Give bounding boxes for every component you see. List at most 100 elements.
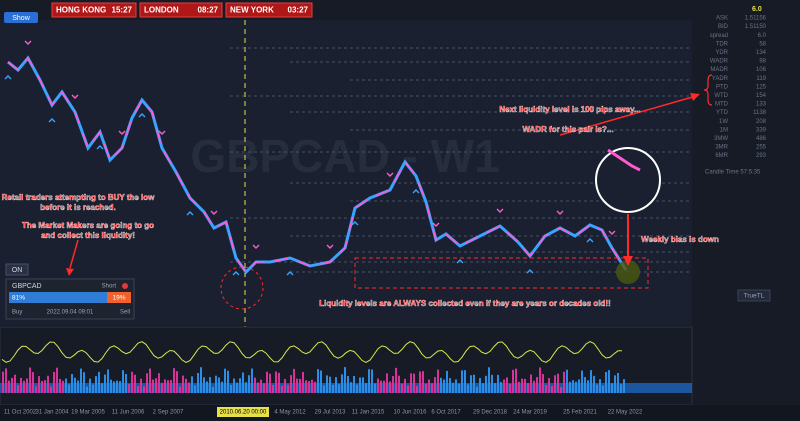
indicator-bar (68, 384, 70, 393)
indicator-bar (161, 382, 163, 393)
indicator-bar (431, 383, 433, 393)
indicator-bar (566, 369, 568, 393)
date-label: 6 Oct 2017 (431, 410, 461, 416)
show-button-label[interactable]: Show (12, 15, 30, 22)
on-label[interactable]: ON (12, 267, 23, 274)
indicator-bar (302, 371, 304, 393)
side-label: YDR (715, 50, 728, 56)
indicator-bar (425, 383, 427, 393)
indicator-bar (44, 380, 46, 393)
indicator-bar (533, 380, 535, 393)
on-button[interactable] (5, 263, 29, 276)
indicator-bar (329, 376, 331, 393)
signal-arrow (232, 271, 240, 276)
indicator-bar (116, 380, 118, 393)
side-label: YTD (716, 110, 729, 116)
indicator-bar (344, 367, 346, 393)
indicator-bar (287, 384, 289, 393)
indicator-bar (245, 382, 247, 393)
indicator-bar (227, 370, 229, 393)
annotation: WADR for this pair is?... (522, 125, 613, 134)
indicator-bar (410, 373, 412, 393)
liquidity-box (354, 257, 649, 289)
indicator-bar (590, 370, 592, 393)
indicator-bar (167, 380, 169, 393)
truetl-button[interactable] (737, 289, 771, 302)
signal-arrow (158, 130, 166, 135)
side-value: 255 (756, 145, 767, 151)
indicator-bar (32, 372, 34, 393)
indicator-bar (233, 378, 235, 393)
indicator-bar (575, 381, 577, 393)
signal-arrow (496, 208, 504, 213)
indicator-bar (59, 378, 61, 393)
indicator-bar (257, 382, 259, 393)
date-label: 2 Sep 2007 (153, 410, 184, 416)
indicator-bar (74, 377, 76, 393)
indicator-bar (143, 386, 145, 393)
indicator-bar (140, 378, 142, 393)
indicator-bar (392, 376, 394, 393)
signal-arrow (412, 189, 420, 194)
indicator-bar (77, 380, 79, 393)
indicator-bar (200, 367, 202, 393)
signal-arrow (138, 113, 146, 118)
indicator-bar (272, 385, 274, 393)
indicator-bar (362, 377, 364, 393)
indicator-bar (293, 368, 295, 393)
indicator-bar (209, 377, 211, 393)
indicator-bar (404, 378, 406, 393)
date-label: 11 Jan 2015 (352, 410, 385, 416)
indicator-bar (560, 386, 562, 393)
indicator-bar (389, 381, 391, 393)
indicator-bar (521, 378, 523, 393)
date-label: 29 Dec 2018 (473, 410, 508, 416)
indicator-bar (311, 379, 313, 393)
signal-arrow (286, 271, 294, 276)
indicator-bar (197, 373, 199, 393)
zoom-circle (595, 147, 661, 213)
indicator-bar (578, 379, 580, 393)
indicator-bar (260, 379, 262, 393)
indicator-bar (332, 384, 334, 393)
indicator-bar (554, 375, 556, 393)
indicator-bar (617, 372, 619, 393)
indicator-bar (515, 368, 517, 393)
indicator-bar (98, 371, 100, 393)
indicator-bar (623, 379, 625, 393)
indicator-bar (269, 373, 271, 393)
indicator-bar (47, 375, 49, 393)
signal-arrow (586, 238, 594, 243)
indicator-bar (155, 378, 157, 393)
indicator-bar (599, 379, 601, 393)
truetl-label[interactable]: TrueTL (744, 293, 765, 300)
indicator-bar (461, 370, 463, 393)
indicator-bar (341, 374, 343, 393)
show-button[interactable] (4, 12, 38, 23)
indicator-bar (494, 383, 496, 393)
indicator-bar (527, 383, 529, 393)
indicator-bar (251, 368, 253, 393)
indicator-bar (131, 371, 133, 393)
sell-pct: 19% (112, 295, 125, 302)
indicator-bar (395, 367, 397, 393)
date-label: 31 Jan 2004 (35, 410, 69, 416)
indicator-bar (5, 368, 7, 393)
indicator-bar (413, 373, 415, 393)
indicator-bar (542, 374, 544, 393)
indicator-bar (188, 382, 190, 393)
side-value: 98 (759, 59, 766, 65)
indicator-bar (86, 386, 88, 393)
indicator-bar (398, 375, 400, 393)
indicator-bar (101, 383, 103, 393)
date-label: 4 May 2012 (274, 410, 306, 416)
indicator-bar (536, 377, 538, 393)
date-label: 11 Oct 2002 (4, 410, 37, 416)
indicator-bar (179, 386, 181, 393)
side-value: 1.51150 (745, 24, 767, 30)
clock-box (225, 2, 313, 18)
indicator-bar (206, 381, 208, 393)
indicator-bar (92, 384, 94, 393)
indicator-bar (377, 378, 379, 393)
indicator-bar (500, 382, 502, 393)
